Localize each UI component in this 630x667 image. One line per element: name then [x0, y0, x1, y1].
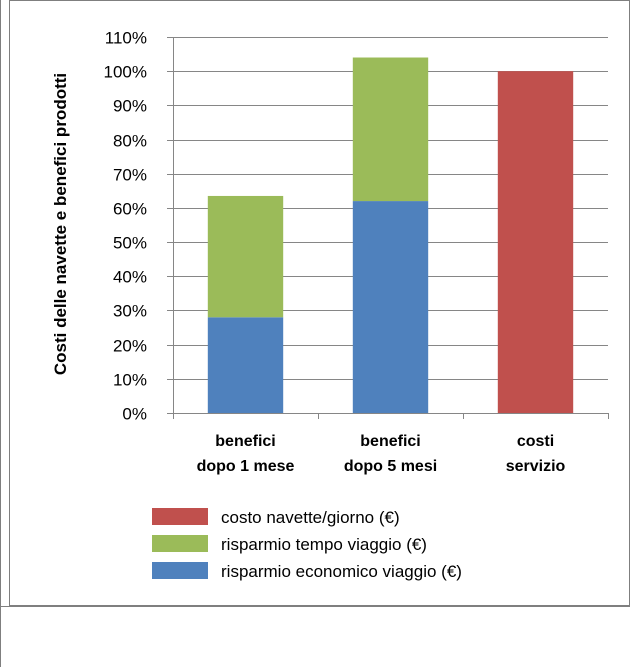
x-category-label: dopo 1 mese: [197, 458, 295, 475]
y-tick-label: 0%: [122, 405, 147, 424]
y-tick-label: 20%: [113, 337, 147, 356]
legend-swatch: [152, 508, 208, 525]
x-category-label: servizio: [506, 458, 566, 475]
y-tick-label: 10%: [113, 371, 147, 390]
bar-segment: [497, 71, 574, 413]
bar-segment: [352, 201, 429, 413]
y-axis-label: Costi delle navette e benefici prodotti: [51, 73, 70, 375]
y-tick-label: 80%: [113, 132, 147, 151]
y-tick-label: 40%: [113, 268, 147, 287]
x-category-label: costi: [517, 433, 554, 450]
y-tick-labels: 0% 10% 20% 30% 40% 50% 60% 70% 80% 90% 100% 110%: [104, 29, 147, 424]
legend-swatch: [152, 562, 208, 579]
legend-label: costo navette/giorno (€): [221, 508, 400, 527]
legend-swatch: [152, 535, 208, 552]
y-tick-label: 70%: [113, 166, 147, 185]
y-tick-label: 60%: [113, 200, 147, 219]
bar-segment: [352, 57, 429, 202]
y-tick-label: 90%: [113, 97, 147, 116]
y-tick-label: 110%: [105, 29, 147, 48]
legend: costo navette/giorno (€) risparmio tempo …: [152, 508, 462, 581]
legend-label: risparmio economico viaggio (€): [221, 562, 462, 581]
x-category-label: benefici: [215, 433, 275, 450]
x-category-label: dopo 5 mesi: [344, 458, 437, 475]
legend-label: risparmio tempo viaggio (€): [221, 535, 427, 554]
bar-segment: [207, 317, 284, 413]
y-tick-label: 100%: [104, 63, 147, 82]
x-category-labels: benefici dopo 1 mese benefici dopo 5 mesi co…: [197, 433, 566, 475]
bars: [207, 57, 574, 413]
x-category-label: benefici: [360, 433, 420, 450]
bar-segment: [207, 195, 284, 318]
y-tick-label: 50%: [113, 234, 147, 253]
axes: [167, 37, 609, 419]
y-tick-label: 30%: [113, 302, 147, 321]
